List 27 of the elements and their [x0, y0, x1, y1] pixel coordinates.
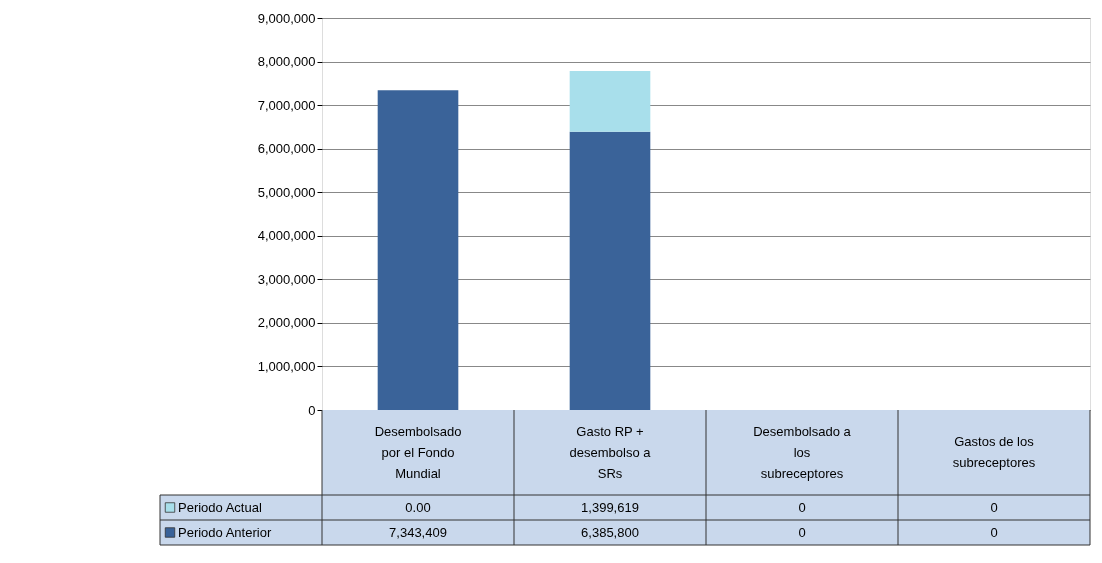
- data-label: 0: [798, 499, 806, 515]
- y-tick-label: 5,000,000: [257, 184, 316, 200]
- y-tick-label: 6,000,000: [257, 141, 316, 157]
- data-label: 0: [990, 499, 998, 515]
- data-label: 6,385,800: [581, 524, 639, 540]
- x-tick-label: Gasto RP + desembolso a SRs: [569, 423, 652, 481]
- y-tick-label: 4,000,000: [257, 228, 316, 244]
- data-label: 0: [798, 524, 806, 540]
- bar: [569, 70, 651, 132]
- bar: [569, 131, 651, 410]
- y-tick-label: 9,000,000: [257, 10, 316, 26]
- y-tick-label: 3,000,000: [257, 271, 316, 287]
- y-tick-label: 1,000,000: [257, 358, 316, 374]
- y-tick-label: 7,000,000: [257, 97, 316, 113]
- y-tick-label: 8,000,000: [257, 54, 316, 70]
- data-label: 1,399,619: [581, 499, 639, 515]
- data-label: 7,343,409: [389, 524, 447, 540]
- bar: [377, 90, 459, 410]
- x-tick-label: Gastos de los subreceptores: [952, 434, 1036, 470]
- legend-label: Periodo Actual: [178, 499, 262, 515]
- y-tick-label: 2,000,000: [257, 315, 316, 331]
- legend-label: Periodo Anterior: [178, 524, 272, 540]
- data-label: 0.00: [405, 499, 431, 515]
- x-tick-label: Desembolsado a los subreceptores: [753, 423, 852, 481]
- x-tick-label: Desembolsado por el Fondo Mundial: [374, 423, 462, 481]
- y-tick-label: 0: [308, 402, 316, 418]
- data-label: 0: [990, 524, 998, 540]
